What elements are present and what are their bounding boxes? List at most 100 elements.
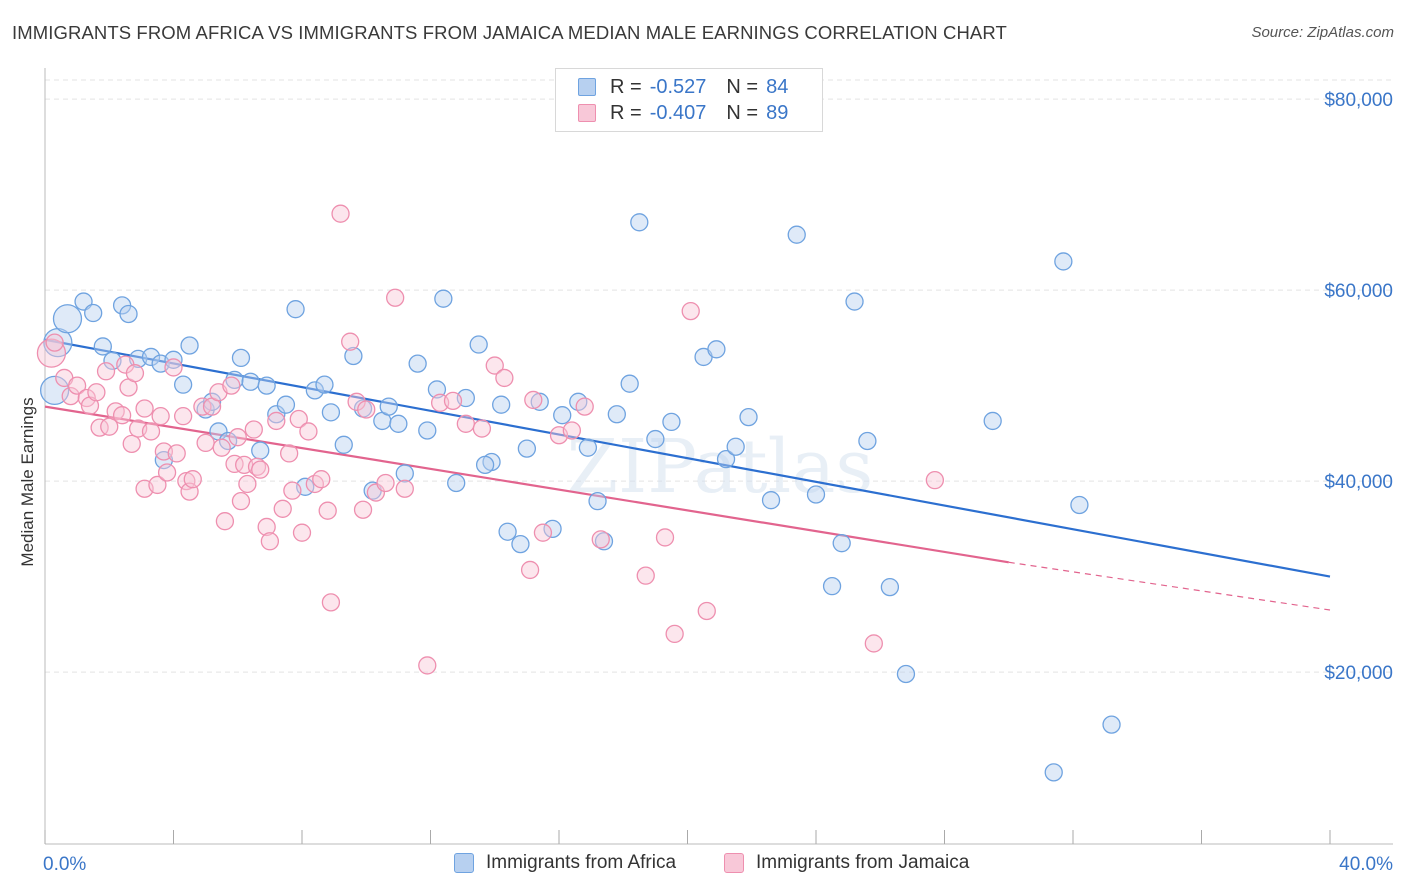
africa-point: [492, 395, 511, 414]
africa-point: [553, 406, 572, 425]
jamaica-point: [864, 634, 883, 653]
jamaica-point: [96, 362, 116, 381]
africa-point: [498, 522, 517, 541]
africa-point: [257, 376, 276, 395]
jamaica-point: [925, 470, 945, 490]
jamaica-point: [100, 417, 119, 436]
legend-row-jamaica: R = -0.407 N = 89: [578, 101, 788, 125]
y-tick-label: $40,000: [1324, 472, 1393, 493]
jamaica-point: [193, 397, 212, 416]
jamaica-point: [520, 560, 540, 580]
africa-point: [726, 437, 745, 456]
jamaica-n-label: N =: [726, 101, 759, 124]
africa-point: [716, 449, 736, 469]
jamaica-point: [251, 460, 270, 479]
bottom-legend-africa: Immigrants from Africa: [454, 852, 676, 874]
africa-point: [93, 337, 112, 356]
jamaica-point: [148, 475, 167, 495]
jamaica-point: [157, 463, 177, 482]
jamaica-point: [472, 419, 492, 438]
africa-point: [321, 403, 341, 422]
jamaica-point: [376, 473, 395, 493]
africa-point: [434, 289, 453, 308]
africa-point: [620, 374, 639, 393]
jamaica-point: [331, 204, 350, 223]
jamaica-point: [456, 414, 475, 433]
jamaica-point: [141, 422, 161, 441]
africa-point: [305, 381, 325, 400]
africa-point: [218, 431, 238, 451]
africa-point: [276, 395, 296, 414]
jamaica-point: [173, 407, 193, 426]
africa-point: [1054, 252, 1073, 271]
jamaica-point: [135, 399, 154, 418]
jamaica-point: [61, 386, 80, 406]
africa-point: [739, 407, 758, 427]
jamaica-point: [122, 434, 141, 454]
axes: [44, 68, 1393, 845]
jamaica-point: [341, 332, 360, 351]
africa-point: [511, 534, 530, 554]
africa-point: [1070, 495, 1089, 515]
jamaica-point: [90, 418, 109, 437]
jamaica-swatch: [578, 104, 596, 122]
africa-r-value: -0.527: [649, 75, 707, 98]
africa-point: [427, 380, 447, 399]
jamaica-point: [45, 333, 64, 352]
jamaica-point: [125, 364, 145, 383]
africa-n-label: N =: [726, 75, 759, 98]
jamaica-point: [312, 470, 331, 489]
africa-point: [408, 354, 427, 373]
africa-point: [267, 405, 286, 424]
africa-point: [832, 534, 851, 553]
africa-point: [315, 375, 334, 394]
africa-point: [543, 519, 562, 538]
y-tick-label: $60,000: [1324, 281, 1393, 302]
jamaica-point: [167, 444, 186, 463]
africa-point: [418, 421, 437, 440]
jamaica-point: [366, 483, 386, 502]
x-tick-label-min: 0.0%: [43, 854, 86, 875]
jamaica-point: [183, 470, 202, 489]
africa-point: [141, 347, 161, 367]
africa-point: [822, 577, 842, 596]
africa-point: [1044, 763, 1063, 782]
africa-point: [707, 340, 726, 359]
africa-point: [395, 464, 414, 483]
jamaica-point: [299, 422, 318, 441]
jamaica-r-value: -0.407: [649, 101, 707, 124]
africa-point: [517, 439, 537, 458]
jamaica-point: [655, 528, 675, 547]
africa-point: [251, 441, 270, 460]
africa-point: [334, 435, 353, 454]
correlation-legend: R = -0.527 N = 84 R = -0.407 N = 89: [555, 68, 823, 132]
watermark: ZIPatlas: [567, 424, 874, 510]
africa-point: [630, 213, 649, 232]
jamaica-point: [247, 457, 267, 476]
scatter-points: [36, 204, 1121, 782]
jamaica-point: [347, 392, 366, 411]
jamaica-point: [225, 454, 244, 474]
jamaica-point: [67, 376, 87, 395]
africa-point: [84, 303, 103, 323]
africa-point: [389, 414, 408, 433]
jamaica-point: [495, 368, 514, 388]
jamaica-point: [386, 288, 405, 307]
tick-labels: $20,000 $40,000 $60,000 $80,000 0.0% 40.0% Med…: [18, 90, 1393, 875]
legend-row-africa: R = -0.527 N = 84: [578, 75, 788, 99]
africa-point: [530, 392, 549, 411]
jamaica-point: [353, 500, 373, 519]
jamaica-point: [665, 624, 684, 644]
jamaica-point: [289, 409, 308, 429]
africa-point: [286, 300, 305, 319]
jamaica-point: [164, 358, 183, 377]
jamaica-point: [273, 499, 292, 518]
jamaica-point: [212, 438, 231, 457]
jamaica-point: [238, 474, 257, 494]
chart-title: IMMIGRANTS FROM AFRICA VS IMMIGRANTS FRO…: [12, 22, 1007, 43]
africa-point: [447, 473, 466, 493]
y-tick-label: $80,000: [1324, 90, 1393, 111]
jamaica-point: [636, 566, 655, 585]
africa-point: [594, 532, 614, 551]
